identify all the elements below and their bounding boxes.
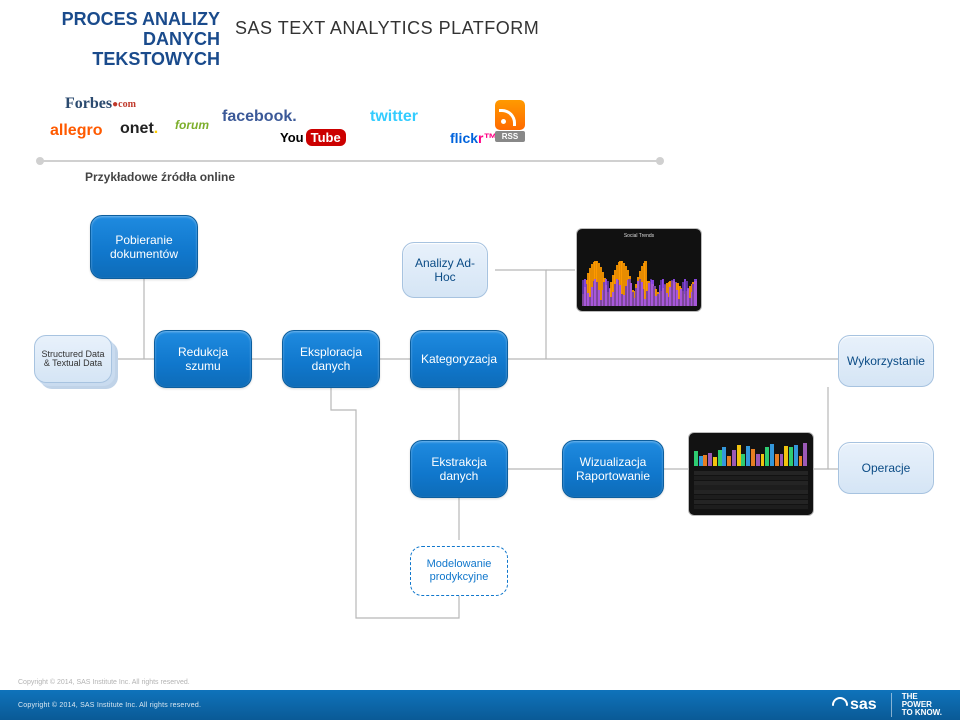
node-modelowanie: Modelowanie prodykcyjne	[410, 546, 508, 596]
copyright-small: Copyright © 2014, SAS Institute Inc. All…	[18, 679, 190, 686]
footer-branding: sas THEPOWERTO KNOW.	[832, 693, 942, 717]
node-pobieranie: Pobieranie dokumentów	[90, 215, 198, 279]
node-wizualizacja: Wizualizacja Raportowanie	[562, 440, 664, 498]
sas-logo: sas	[832, 696, 877, 714]
brand-allegro: allegro	[50, 122, 102, 140]
sas-swirl-icon	[832, 697, 848, 713]
sources-caption: Przykładowe źródła online	[85, 170, 235, 184]
brand-youtube: YouTube	[280, 130, 346, 145]
node-eksploracja: Eksploracja danych	[282, 330, 380, 388]
brand-forbes: Forbes●com	[65, 95, 136, 113]
screenshot-report	[688, 432, 814, 516]
title-left: PROCES ANALIZY DANYCH TEKSTOWYCH	[50, 10, 220, 69]
title-line2: DANYCH	[50, 30, 220, 50]
brand-facebook: facebook.	[222, 108, 297, 126]
brand-forum: forum	[175, 118, 209, 132]
brand-rss: RSS	[495, 100, 525, 130]
title-right: SAS TEXT ANALYTICS PLATFORM	[235, 18, 539, 39]
node-analizy: Analizy Ad-Hoc	[402, 242, 488, 298]
footer-tagline: THEPOWERTO KNOW.	[891, 693, 942, 717]
title-line3: TEKSTOWYCH	[50, 50, 220, 70]
node-structured: Structured Data & Textual Data	[34, 335, 112, 383]
brand-onet: onet.	[120, 120, 158, 138]
screenshot-social-trends: Social Trends	[576, 228, 702, 312]
node-wykorzystanie: Wykorzystanie	[838, 335, 934, 387]
brand-flickr: flickr™	[450, 130, 497, 146]
node-redukcja: Redukcja szumu	[154, 330, 252, 388]
footer-copyright: Copyright © 2014, SAS Institute Inc. All…	[18, 702, 201, 709]
node-kategoryzacja: Kategoryzacja	[410, 330, 508, 388]
node-ekstrakcja: Ekstrakcja danych	[410, 440, 508, 498]
node-operacje: Operacje	[838, 442, 934, 494]
title-line1: PROCES ANALIZY	[50, 10, 220, 30]
footer-bar: Copyright © 2014, SAS Institute Inc. All…	[0, 690, 960, 720]
brand-twitter: twitter	[370, 108, 418, 126]
sources-timeline	[40, 160, 660, 162]
